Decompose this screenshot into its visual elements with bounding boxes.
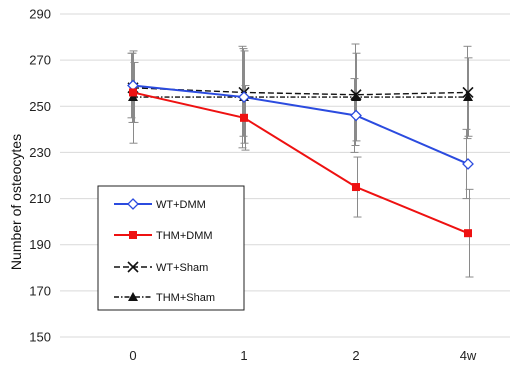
y-tick-label: 230 bbox=[29, 145, 51, 160]
y-axis-label: Number of osteocytes bbox=[8, 134, 24, 270]
y-tick-label: 290 bbox=[29, 7, 51, 22]
data-point bbox=[240, 113, 248, 122]
y-tick-label: 210 bbox=[29, 191, 51, 206]
legend-item-thm-sham: THM+Sham bbox=[114, 292, 215, 304]
legend-box bbox=[97, 185, 245, 311]
y-tick-label: 170 bbox=[29, 283, 51, 298]
data-point bbox=[350, 109, 362, 122]
legend-marker bbox=[127, 198, 139, 210]
series-thm-dmm bbox=[129, 88, 472, 238]
data-point bbox=[128, 92, 138, 102]
y-tick-label: 250 bbox=[29, 99, 51, 114]
y-tick-label: 190 bbox=[29, 237, 51, 252]
legend-marker bbox=[128, 292, 138, 301]
legend-item-wt-dmm: WT+DMM bbox=[114, 198, 206, 211]
data-point bbox=[352, 183, 360, 192]
legend-marker bbox=[127, 261, 139, 273]
data-point bbox=[462, 158, 474, 170]
data-point bbox=[350, 89, 362, 101]
legend-label: WT+Sham bbox=[156, 262, 208, 274]
series-line-wt-dmm bbox=[132, 84, 469, 165]
legend-label: THM+Sham bbox=[156, 292, 215, 304]
data-point bbox=[129, 88, 137, 97]
y-tick-labels: 150 170 190 210 230 250 270 290 bbox=[29, 7, 51, 345]
x-tick-label: 0 bbox=[129, 348, 136, 363]
legend-item-wt-sham: WT+Sham bbox=[114, 261, 208, 274]
legend-label: WT+DMM bbox=[156, 199, 206, 211]
data-point bbox=[238, 91, 250, 103]
data-point bbox=[463, 92, 473, 102]
error-bars-wt-dmm bbox=[127, 45, 471, 200]
error-bars-wt-sham bbox=[128, 43, 472, 147]
data-point bbox=[351, 92, 361, 102]
legend-marker bbox=[129, 231, 137, 239]
y-tick-label: 270 bbox=[29, 53, 51, 68]
legend-label: THM+DMM bbox=[156, 230, 213, 242]
data-point bbox=[464, 229, 472, 238]
x-tick-label: 2 bbox=[352, 348, 359, 363]
x-tick-label: 1 bbox=[240, 348, 247, 363]
legend: WT+DMM THM+DMM WT+Sham THM+Sham bbox=[97, 185, 245, 311]
data-point bbox=[462, 86, 474, 99]
series-line-wt-sham bbox=[132, 87, 469, 96]
y-tick-label: 150 bbox=[29, 330, 51, 345]
series-layer bbox=[127, 43, 474, 278]
x-tick-labels: 0 1 2 4w bbox=[129, 348, 477, 363]
x-tick-label: 4w bbox=[460, 348, 477, 363]
legend-item-thm-dmm: THM+DMM bbox=[114, 230, 213, 242]
series-line-thm-dmm bbox=[132, 91, 469, 235]
